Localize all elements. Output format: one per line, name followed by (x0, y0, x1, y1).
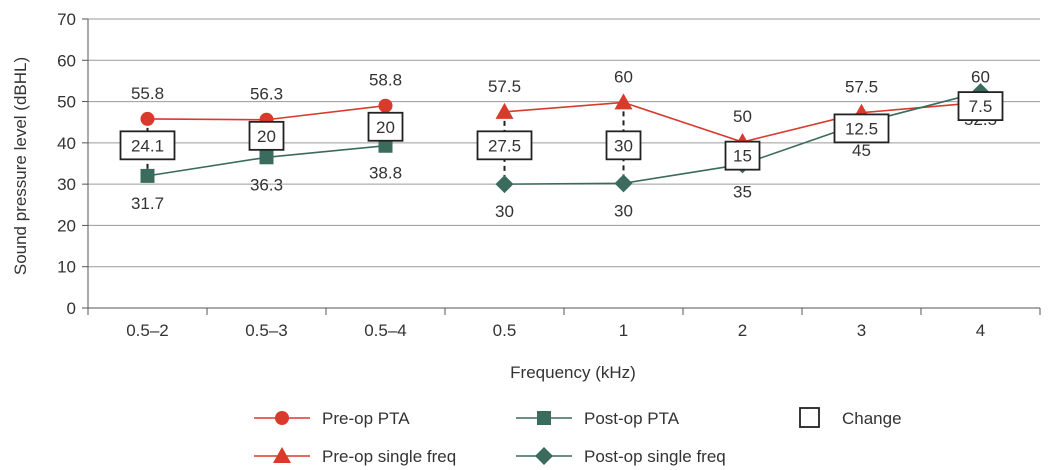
pre-op-pta-value-label: 58.8 (369, 71, 402, 90)
change-box (248, 120, 285, 151)
y-tick-label: 50 (57, 93, 76, 112)
pre-op-pta-value-label: 56.3 (250, 85, 283, 104)
change-value-label: 12.5 (845, 119, 878, 138)
gridlines (88, 18, 1040, 268)
legend-pre-op-single-freq-label: Pre-op single freq (322, 447, 456, 466)
x-tick-label: 2 (738, 321, 747, 340)
y-axis-title: Sound pressure level (dBHL) (11, 57, 30, 275)
change-value-label: 27.5 (488, 136, 521, 155)
change-value-label: 15 (733, 147, 752, 166)
pre-op-single-freq-value-label: 57.5 (488, 77, 521, 96)
post-op-pta-value-label: 38.8 (369, 164, 402, 183)
legend-post-op-single-freq-marker (535, 447, 553, 465)
change-box (833, 113, 890, 144)
change-box (724, 140, 761, 171)
change-box (476, 130, 533, 161)
change-box (605, 130, 642, 161)
pre-op-pta-marker (378, 98, 393, 113)
change-value-label: 20 (257, 127, 276, 146)
x-tick-label: 0.5–4 (364, 321, 407, 340)
post-op-single-freq-value-label: 35 (733, 182, 752, 201)
y-tick-label: 40 (57, 134, 76, 153)
legend-post-op-pta-label: Post-op PTA (584, 409, 680, 428)
pre-op-pta-marker (140, 111, 155, 126)
legend-post-op-pta-marker (537, 411, 551, 425)
legend: Pre-op PTA Post-op PTA Pre-op single freq P… (254, 407, 902, 466)
legend-post-op-single-freq-label: Post-op single freq (584, 447, 726, 466)
y-tick-label: 30 (57, 175, 76, 194)
post-op-single-freq-marker (614, 174, 633, 193)
change-value-label: 7.5 (969, 97, 993, 116)
y-tick-label: 60 (57, 51, 76, 70)
post-op-single-freq-marker (495, 175, 514, 194)
post-op-single-freq-value-label: 30 (614, 201, 633, 220)
y-tick-label: 20 (57, 216, 76, 235)
change-value-label: 30 (614, 136, 633, 155)
x-tick-label: 0.5–3 (245, 321, 288, 340)
change-boxes: 24.1 20 20 27.5 30 15 12.5 7.5 (119, 91, 1004, 171)
x-tick-label: 0.5–2 (126, 321, 169, 340)
y-tick-labels: 0 10 20 30 40 50 60 70 (57, 10, 76, 318)
pre-op-single-freq-value-label: 60 (614, 67, 633, 86)
post-op-pta-marker (378, 138, 393, 153)
x-tick-label: 3 (857, 321, 866, 340)
x-tick-label: 1 (619, 321, 628, 340)
pre-op-pta-value-label: 55.8 (131, 84, 164, 103)
pre-op-single-freq-marker (614, 93, 633, 110)
x-tick-labels: 0.5–2 0.5–3 0.5–4 0.5 1 2 3 4 (126, 321, 985, 340)
post-op-pta-marker (259, 150, 274, 165)
post-op-single-freq-value-label: 30 (495, 202, 514, 221)
change-value-label: 24.1 (131, 136, 164, 155)
legend-pre-op-pta-label: Pre-op PTA (322, 409, 410, 428)
x-tick-label: 0.5 (493, 321, 517, 340)
y-tick-label: 0 (67, 299, 76, 318)
legend-pre-op-pta-marker (275, 411, 289, 425)
legend-pre-op-single-freq-marker (273, 447, 291, 463)
legend-change-label: Change (842, 409, 902, 428)
pre-op-single-freq-value-label: 50 (733, 107, 752, 126)
x-axis-title: Frequency (kHz) (510, 363, 636, 382)
change-value-label: 20 (376, 118, 395, 137)
y-tick-label: 70 (57, 10, 76, 29)
x-tick-label: 4 (976, 321, 985, 340)
y-tick-label: 10 (57, 258, 76, 277)
axes (82, 18, 1041, 315)
post-op-single-freq-value-label: 45 (852, 141, 871, 160)
change-box (119, 130, 176, 161)
pre-op-single-freq-value-label: 60 (971, 67, 990, 86)
post-op-pta-value-label: 36.3 (250, 175, 283, 194)
post-op-pta-marker (140, 168, 155, 183)
legend-change-box (799, 407, 820, 428)
pre-op-single-freq-value-label: 57.5 (845, 78, 878, 97)
change-box (957, 91, 1004, 122)
change-box (367, 111, 404, 142)
post-op-pta-value-label: 31.7 (131, 194, 164, 213)
pre-op-single-freq-marker (495, 102, 514, 119)
